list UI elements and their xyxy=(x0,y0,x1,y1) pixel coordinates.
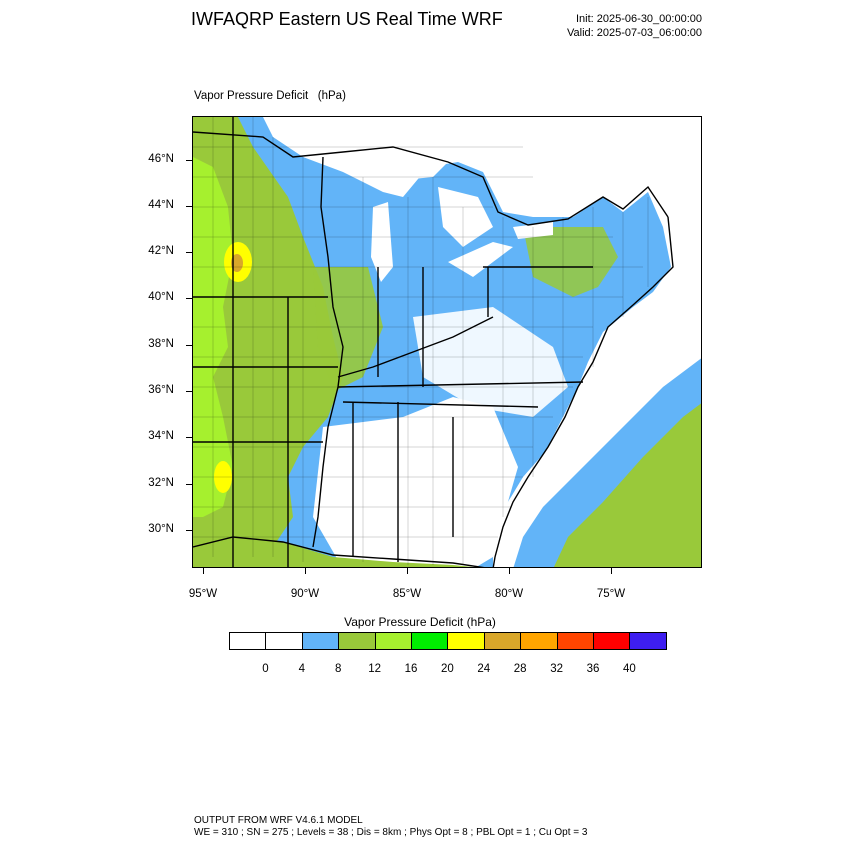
colorbar-swatch xyxy=(229,632,267,650)
lat-label: 30°N xyxy=(148,523,174,535)
lake-superior xyxy=(343,147,448,182)
land-white-southeast xyxy=(313,397,518,567)
lat-label: 38°N xyxy=(148,338,174,350)
colorbar-label: 12 xyxy=(368,663,381,675)
land-olive-northeast xyxy=(523,227,618,297)
lake-michigan xyxy=(371,202,393,282)
colorbar-swatch xyxy=(593,632,631,650)
plot-title: IWFAQRP Eastern US Real Time WRF xyxy=(191,9,503,29)
county-grid xyxy=(193,117,649,565)
us-canada-border xyxy=(193,131,669,226)
colorbar-swatch xyxy=(265,632,303,650)
ohio-river xyxy=(337,316,494,378)
colorbar-title: Vapor Pressure Deficit (hPa) xyxy=(344,615,496,629)
lon-label: 75°W xyxy=(596,588,626,600)
tick-lat-30 xyxy=(186,530,192,531)
lat-label: 36°N xyxy=(148,384,174,396)
tick-lon-95 xyxy=(203,568,204,574)
lake-huron xyxy=(438,187,493,247)
lon-label: 85°W xyxy=(392,588,422,600)
colorbar-label: 20 xyxy=(440,663,454,675)
mississippi-river xyxy=(312,156,344,548)
tick-lat-40 xyxy=(186,298,192,299)
colorbar-label: 28 xyxy=(513,663,527,675)
colorbar-label: 32 xyxy=(550,663,563,675)
colorbar-swatch xyxy=(556,632,594,650)
lon-label: 95°W xyxy=(188,588,218,600)
land-olive-mississippi xyxy=(313,267,383,392)
colorbar-swatch xyxy=(301,632,340,650)
colorbar-swatch xyxy=(520,632,558,650)
colorbar-label: 40 xyxy=(622,663,636,675)
tick-lat-44 xyxy=(186,206,192,207)
east-coast xyxy=(492,216,674,567)
colorbar-label: 16 xyxy=(404,663,418,675)
tick-lon-75 xyxy=(611,568,612,574)
gulf-olive xyxy=(193,537,473,567)
vpd-map xyxy=(193,117,701,567)
colorbar-swatch xyxy=(374,632,412,650)
lat-label: 34°N xyxy=(148,430,174,442)
colorbar-swatch xyxy=(483,632,522,650)
lat-label: 42°N xyxy=(148,245,174,257)
colorbar-swatch xyxy=(447,632,485,650)
colorbar-label: 0 xyxy=(262,663,269,675)
map-panel xyxy=(192,116,702,568)
tick-lat-34 xyxy=(186,437,192,438)
lake-erie xyxy=(448,242,513,277)
lat-label: 46°N xyxy=(148,153,174,165)
colorbar-swatch xyxy=(411,632,449,650)
lat-label: 32°N xyxy=(148,477,174,489)
colorbar-label: 36 xyxy=(586,663,600,675)
colorbar-swatch xyxy=(629,632,667,650)
tick-lat-36 xyxy=(186,391,192,392)
lon-label: 80°W xyxy=(494,588,524,600)
tick-lat-42 xyxy=(186,252,192,253)
field-title: Vapor Pressure Deficit (hPa) xyxy=(194,90,346,102)
colorbar-label: 24 xyxy=(477,663,491,675)
colorbar-label: 8 xyxy=(334,663,342,675)
tick-lat-38 xyxy=(186,345,192,346)
valid-time: Valid: 2025-07-03_06:00:00 xyxy=(567,27,702,39)
footer-model: OUTPUT FROM WRF V4.6.1 MODEL xyxy=(194,815,363,826)
tick-lon-85 xyxy=(407,568,408,574)
colorbar-swatch xyxy=(338,632,376,650)
vpd-hotspot-iowa-core xyxy=(231,254,243,272)
init-time: Init: 2025-06-30_00:00:00 xyxy=(576,13,702,25)
lon-label: 90°W xyxy=(290,588,320,600)
tick-lat-46 xyxy=(186,160,192,161)
colorbar-label: 4 xyxy=(298,663,305,675)
lat-label: 44°N xyxy=(148,199,174,211)
atlantic-olive-band xyxy=(553,403,701,567)
tick-lon-90 xyxy=(305,568,306,574)
tick-lon-80 xyxy=(509,568,510,574)
land-white-appalachia xyxy=(413,307,568,417)
lat-label: 40°N xyxy=(148,291,174,303)
footer-config: WE = 310 ; SN = 275 ; Levels = 38 ; Dis … xyxy=(194,827,588,838)
tick-lat-32 xyxy=(186,484,192,485)
